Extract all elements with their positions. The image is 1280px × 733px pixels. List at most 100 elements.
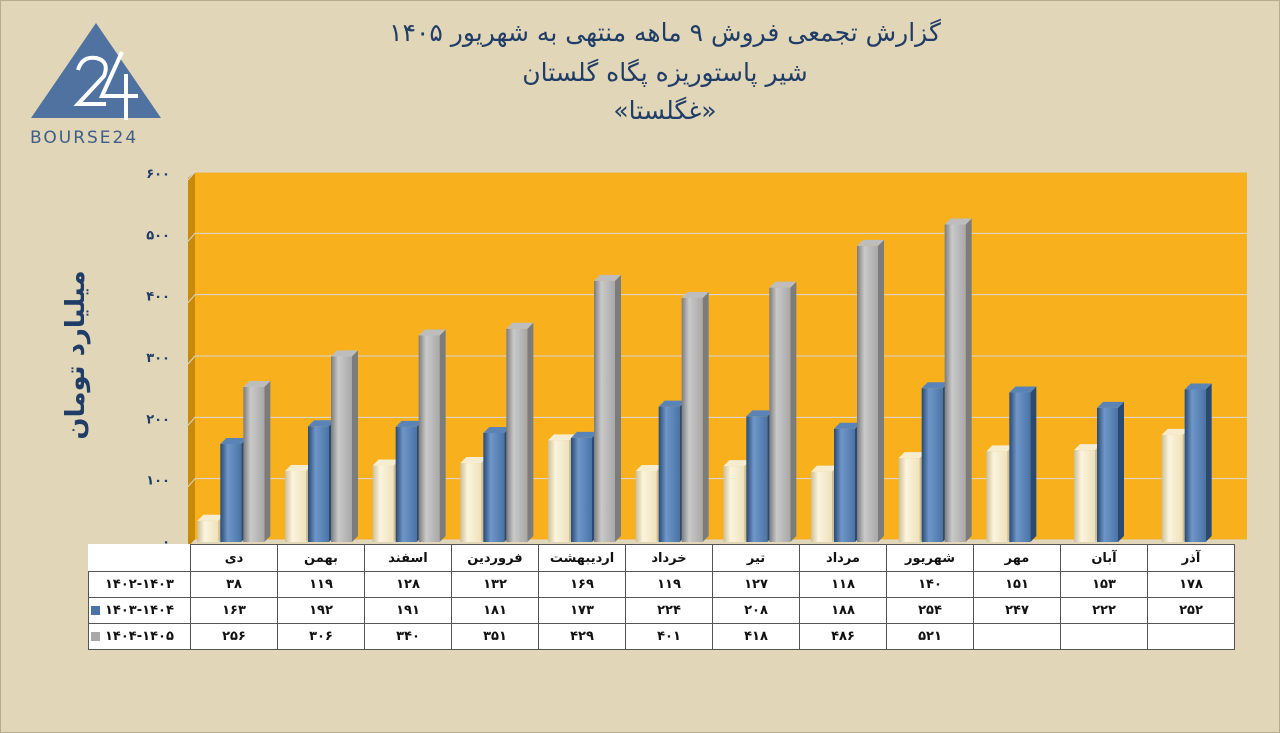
bar-1403-1404	[746, 410, 774, 542]
table-corner	[88, 544, 191, 572]
bar-1402-1403	[1074, 444, 1101, 542]
y-tick-label: ۲۰۰	[146, 412, 170, 427]
bourse24-logo	[31, 23, 161, 120]
data-label: ۱۶۹	[538, 571, 626, 598]
data-label: ۱۱۹	[625, 571, 713, 598]
bar-1404-1405	[944, 218, 972, 542]
legend-key	[91, 606, 100, 615]
data-table: دی بهمن اسفند فروردین اردیبهشت خرداد تیر مرداد ش…	[88, 544, 1235, 650]
data-label: ۱۷۳	[538, 597, 626, 624]
bar-1402-1403	[197, 514, 225, 542]
y-tick-label: ۰	[162, 535, 170, 550]
bar-1402-1403	[723, 460, 751, 542]
data-label: ۱۱۸	[799, 571, 887, 598]
bar-1403-1404	[834, 422, 861, 542]
ticker-label: «غگلستا»	[613, 96, 717, 125]
y-tick-label: ۵۰۰	[146, 228, 170, 243]
bars	[197, 218, 1212, 543]
table-row: ۱۴۰۴-۱۴۰۵ ۲۵۶ ۳۰۶ ۳۴۰ ۳۵۱ ۴۲۹ ۴۰۱ ۴۱۸ ۴۸۶ ۵۲۱	[88, 623, 1235, 650]
series-label: ۱۴۰۴-۱۴۰۵	[88, 623, 191, 650]
series-label: ۱۴۰۲-۱۴۰۳	[88, 571, 191, 598]
bar-1404-1405	[418, 329, 446, 542]
data-label: ۱۲۸	[364, 571, 452, 598]
gridline-side	[187, 355, 196, 365]
y-tick-label: ۱۰۰	[146, 474, 170, 489]
table-row: ۱۴۰۳-۱۴۰۴ ۱۶۳ ۱۹۲ ۱۹۱ ۱۸۱ ۱۷۳ ۲۲۴ ۲۰۸ ۱۸۸ ۲۵۴ ۲۴۷…	[88, 597, 1235, 624]
data-label: ۱۵۳	[1060, 571, 1148, 598]
chart-title: گزارش تجمعی فروش ۹ ماهه منتهی به شهریور …	[389, 18, 941, 47]
bar-1402-1403	[285, 465, 312, 542]
data-label	[1060, 623, 1148, 650]
data-label: ۳۰۶	[277, 623, 365, 650]
category-label: مهر	[973, 544, 1061, 572]
data-label: ۲۰۸	[712, 597, 800, 624]
gridline-side	[187, 233, 196, 242]
category-label: خرداد	[625, 544, 713, 572]
bar-1403-1404	[921, 382, 949, 542]
data-label: ۳۴۰	[364, 623, 452, 650]
bar-1402-1403	[460, 457, 488, 542]
chart-subtitle: شیر پاستوریزه پگاه گلستان	[522, 58, 808, 87]
category-label: تیر	[712, 544, 800, 572]
category-label: اسفند	[364, 544, 452, 572]
bar-1404-1405	[243, 380, 271, 542]
y-axis-ticks: ۰ ۱۰۰ ۲۰۰ ۳۰۰ ۴۰۰ ۵۰۰ ۶۰۰	[146, 167, 170, 550]
data-label: ۱۶۳	[190, 597, 278, 624]
data-label: ۱۱۹	[277, 571, 365, 598]
bar-1402-1403	[811, 465, 838, 542]
bar-1404-1405	[769, 281, 797, 542]
bar-1403-1404	[1009, 386, 1037, 542]
category-label: آذر	[1147, 544, 1235, 572]
bar-1402-1403	[898, 452, 926, 542]
series-label: ۱۴۰۳-۱۴۰۴	[88, 597, 191, 624]
category-label: شهریور	[886, 544, 974, 572]
bar-1404-1405	[594, 274, 621, 542]
data-label: ۱۴۰	[886, 571, 974, 598]
data-label: ۱۵۱	[973, 571, 1061, 598]
bar-1403-1404	[1184, 383, 1212, 542]
data-label: ۲۵۴	[886, 597, 974, 624]
table-row: ۱۴۰۲-۱۴۰۳ ۳۸ ۱۱۹ ۱۲۸ ۱۳۲ ۱۶۹ ۱۱۹ ۱۲۷ ۱۱۸ ۱۴۰ ۱۵۱ ۱…	[88, 571, 1235, 598]
data-label: ۲۵۲	[1147, 597, 1235, 624]
bar-1403-1404	[220, 438, 248, 542]
bar-1404-1405	[857, 239, 884, 543]
y-axis-label: میلیارد تومان	[61, 270, 91, 440]
bar-1402-1403	[1161, 428, 1189, 542]
bar-1403-1404	[308, 420, 335, 542]
bar-1403-1404	[395, 420, 423, 542]
data-label: ۲۲۲	[1060, 597, 1148, 624]
category-label: دی	[190, 544, 278, 572]
data-label: ۵۲۱	[886, 623, 974, 650]
data-label: ۲۴۷	[973, 597, 1061, 624]
data-label: ۱۷۸	[1147, 571, 1235, 598]
data-label: ۱۹۲	[277, 597, 365, 624]
bar-1404-1405	[681, 292, 709, 542]
legend-key	[91, 632, 100, 641]
bar-1403-1404	[1097, 401, 1124, 542]
category-row: دی بهمن اسفند فروردین اردیبهشت خرداد تیر مرداد ش…	[88, 544, 1235, 572]
gridlines	[187, 171, 1247, 549]
y-tick-label: ۳۰۰	[146, 351, 170, 366]
bar-1402-1403	[635, 465, 663, 542]
bar-1403-1404	[571, 431, 598, 542]
data-label: ۴۲۹	[538, 623, 626, 650]
data-label: ۲۲۴	[625, 597, 713, 624]
gridline-side	[187, 171, 196, 181]
category-label: اردیبهشت	[538, 544, 626, 572]
bar-1403-1404	[658, 400, 686, 542]
data-label: ۳۸	[190, 571, 278, 598]
bar-1403-1404	[483, 426, 511, 542]
gridline-side	[187, 294, 196, 303]
bar-1402-1403	[548, 434, 575, 542]
data-label: ۱۹۱	[364, 597, 452, 624]
bar-1404-1405	[506, 322, 534, 542]
gridline-side	[187, 417, 196, 426]
data-label: ۱۸۱	[451, 597, 539, 624]
data-label: ۴۱۸	[712, 623, 800, 650]
data-label: ۱۳۲	[451, 571, 539, 598]
data-label: ۱۸۸	[799, 597, 887, 624]
y-tick-label: ۴۰۰	[146, 290, 170, 305]
category-label: فروردین	[451, 544, 539, 572]
bar-1402-1403	[986, 445, 1014, 542]
